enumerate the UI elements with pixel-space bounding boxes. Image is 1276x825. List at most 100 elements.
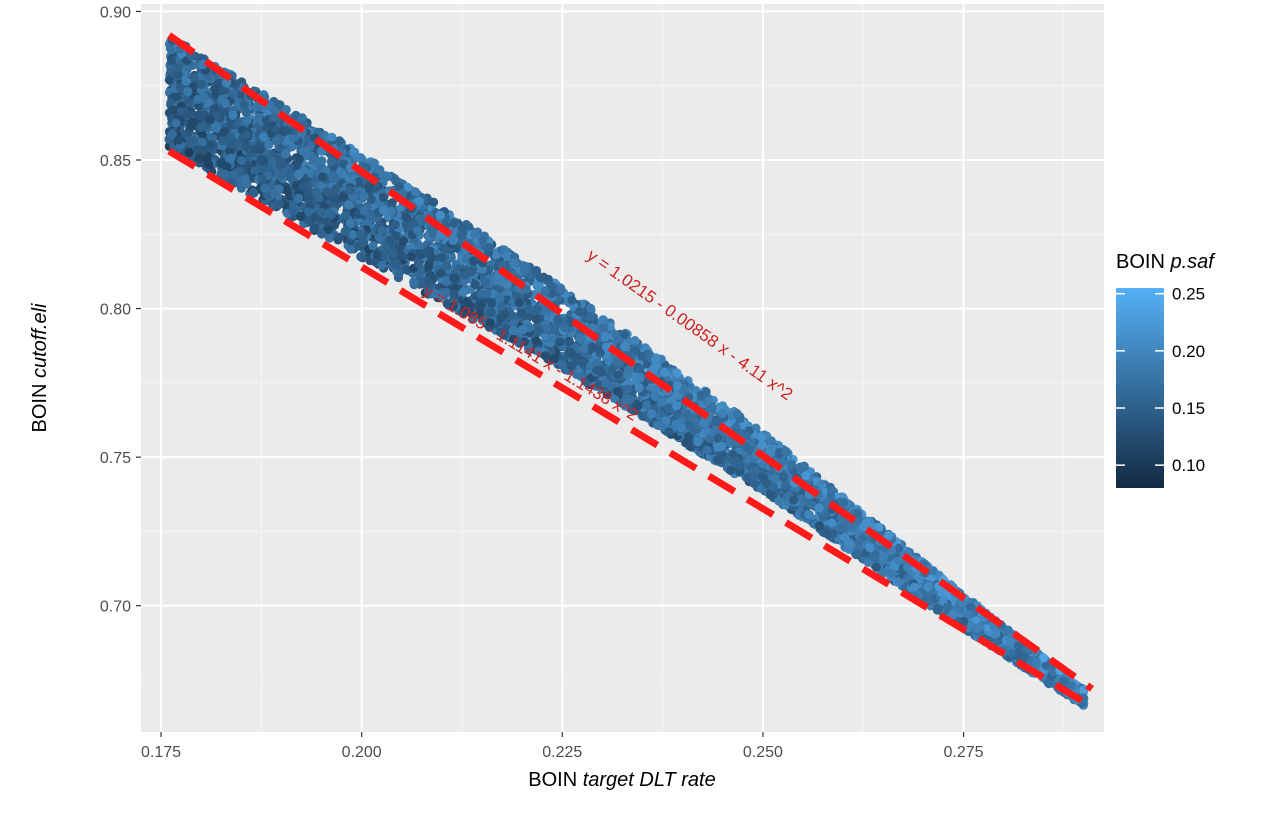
data-point <box>695 390 706 401</box>
data-point <box>424 261 434 271</box>
data-point <box>601 378 611 389</box>
data-point <box>599 322 609 333</box>
data-point <box>464 301 475 311</box>
data-point <box>378 192 388 203</box>
data-point <box>327 132 337 142</box>
data-point <box>346 244 356 254</box>
data-point <box>542 324 552 334</box>
data-point <box>436 268 446 278</box>
data-point <box>251 144 261 154</box>
data-point <box>547 333 557 343</box>
data-point <box>702 427 713 437</box>
data-point <box>540 331 550 341</box>
data-point <box>395 243 405 253</box>
data-point <box>461 254 471 264</box>
data-point <box>480 278 491 288</box>
data-point <box>317 156 327 166</box>
data-point <box>494 284 504 294</box>
data-point <box>164 75 174 85</box>
data-point <box>225 146 235 156</box>
data-point <box>338 159 349 169</box>
data-point <box>386 206 396 216</box>
data-point <box>612 370 623 380</box>
data-point <box>1041 660 1051 670</box>
data-point <box>516 308 526 319</box>
data-point <box>423 276 433 286</box>
data-point <box>264 140 274 150</box>
data-point <box>871 553 881 564</box>
data-point <box>854 537 864 548</box>
data-point <box>253 102 263 112</box>
data-point <box>218 135 228 146</box>
data-point <box>222 162 232 172</box>
data-point <box>624 365 634 375</box>
data-point <box>690 417 700 427</box>
data-point <box>664 427 674 437</box>
data-point <box>450 283 460 293</box>
data-point <box>335 166 345 176</box>
data-point <box>348 230 358 240</box>
data-point <box>398 236 409 246</box>
data-point <box>165 43 176 54</box>
data-point <box>749 478 759 488</box>
data-point <box>187 118 197 128</box>
data-point <box>197 137 207 147</box>
data-point <box>441 288 452 298</box>
data-point <box>712 416 722 427</box>
data-point <box>458 287 468 297</box>
data-point <box>630 336 640 346</box>
data-point <box>699 418 709 428</box>
data-point <box>256 156 266 166</box>
data-point <box>681 438 692 448</box>
data-point <box>364 182 374 192</box>
data-point <box>166 67 176 77</box>
data-point <box>852 509 862 519</box>
data-point <box>276 171 286 181</box>
data-point <box>228 110 238 120</box>
data-point <box>534 326 544 336</box>
data-point <box>647 409 657 419</box>
data-point <box>281 149 291 159</box>
data-point <box>723 454 733 464</box>
data-point <box>786 460 796 470</box>
data-point <box>394 268 404 278</box>
data-point <box>258 132 269 142</box>
data-point <box>815 521 825 531</box>
data-point <box>622 384 633 394</box>
data-point <box>742 431 752 441</box>
data-point <box>596 367 607 377</box>
data-point <box>401 220 411 230</box>
data-point <box>468 256 478 266</box>
data-point <box>923 582 933 592</box>
data-point <box>380 171 390 181</box>
data-point <box>555 337 565 347</box>
data-point <box>281 105 291 115</box>
data-point <box>429 197 439 207</box>
data-point <box>508 318 519 328</box>
data-point <box>702 445 712 455</box>
data-point <box>713 433 723 443</box>
data-point <box>757 440 768 450</box>
data-point <box>827 518 837 528</box>
data-point <box>206 140 216 150</box>
data-point <box>257 174 268 184</box>
data-point <box>196 122 206 132</box>
data-point <box>293 169 303 179</box>
data-point <box>205 115 215 125</box>
data-point <box>189 73 199 83</box>
data-point <box>621 394 631 404</box>
data-point <box>391 259 401 269</box>
data-point <box>458 228 468 239</box>
data-point <box>884 531 894 541</box>
data-point <box>524 304 534 314</box>
data-point <box>657 397 667 407</box>
data-point <box>693 437 703 447</box>
data-point <box>635 373 645 383</box>
data-point <box>531 314 541 324</box>
data-point <box>188 135 199 145</box>
data-point <box>236 155 246 165</box>
data-point <box>795 462 805 472</box>
data-point <box>249 188 259 198</box>
data-point <box>209 104 219 114</box>
data-point <box>324 208 334 218</box>
